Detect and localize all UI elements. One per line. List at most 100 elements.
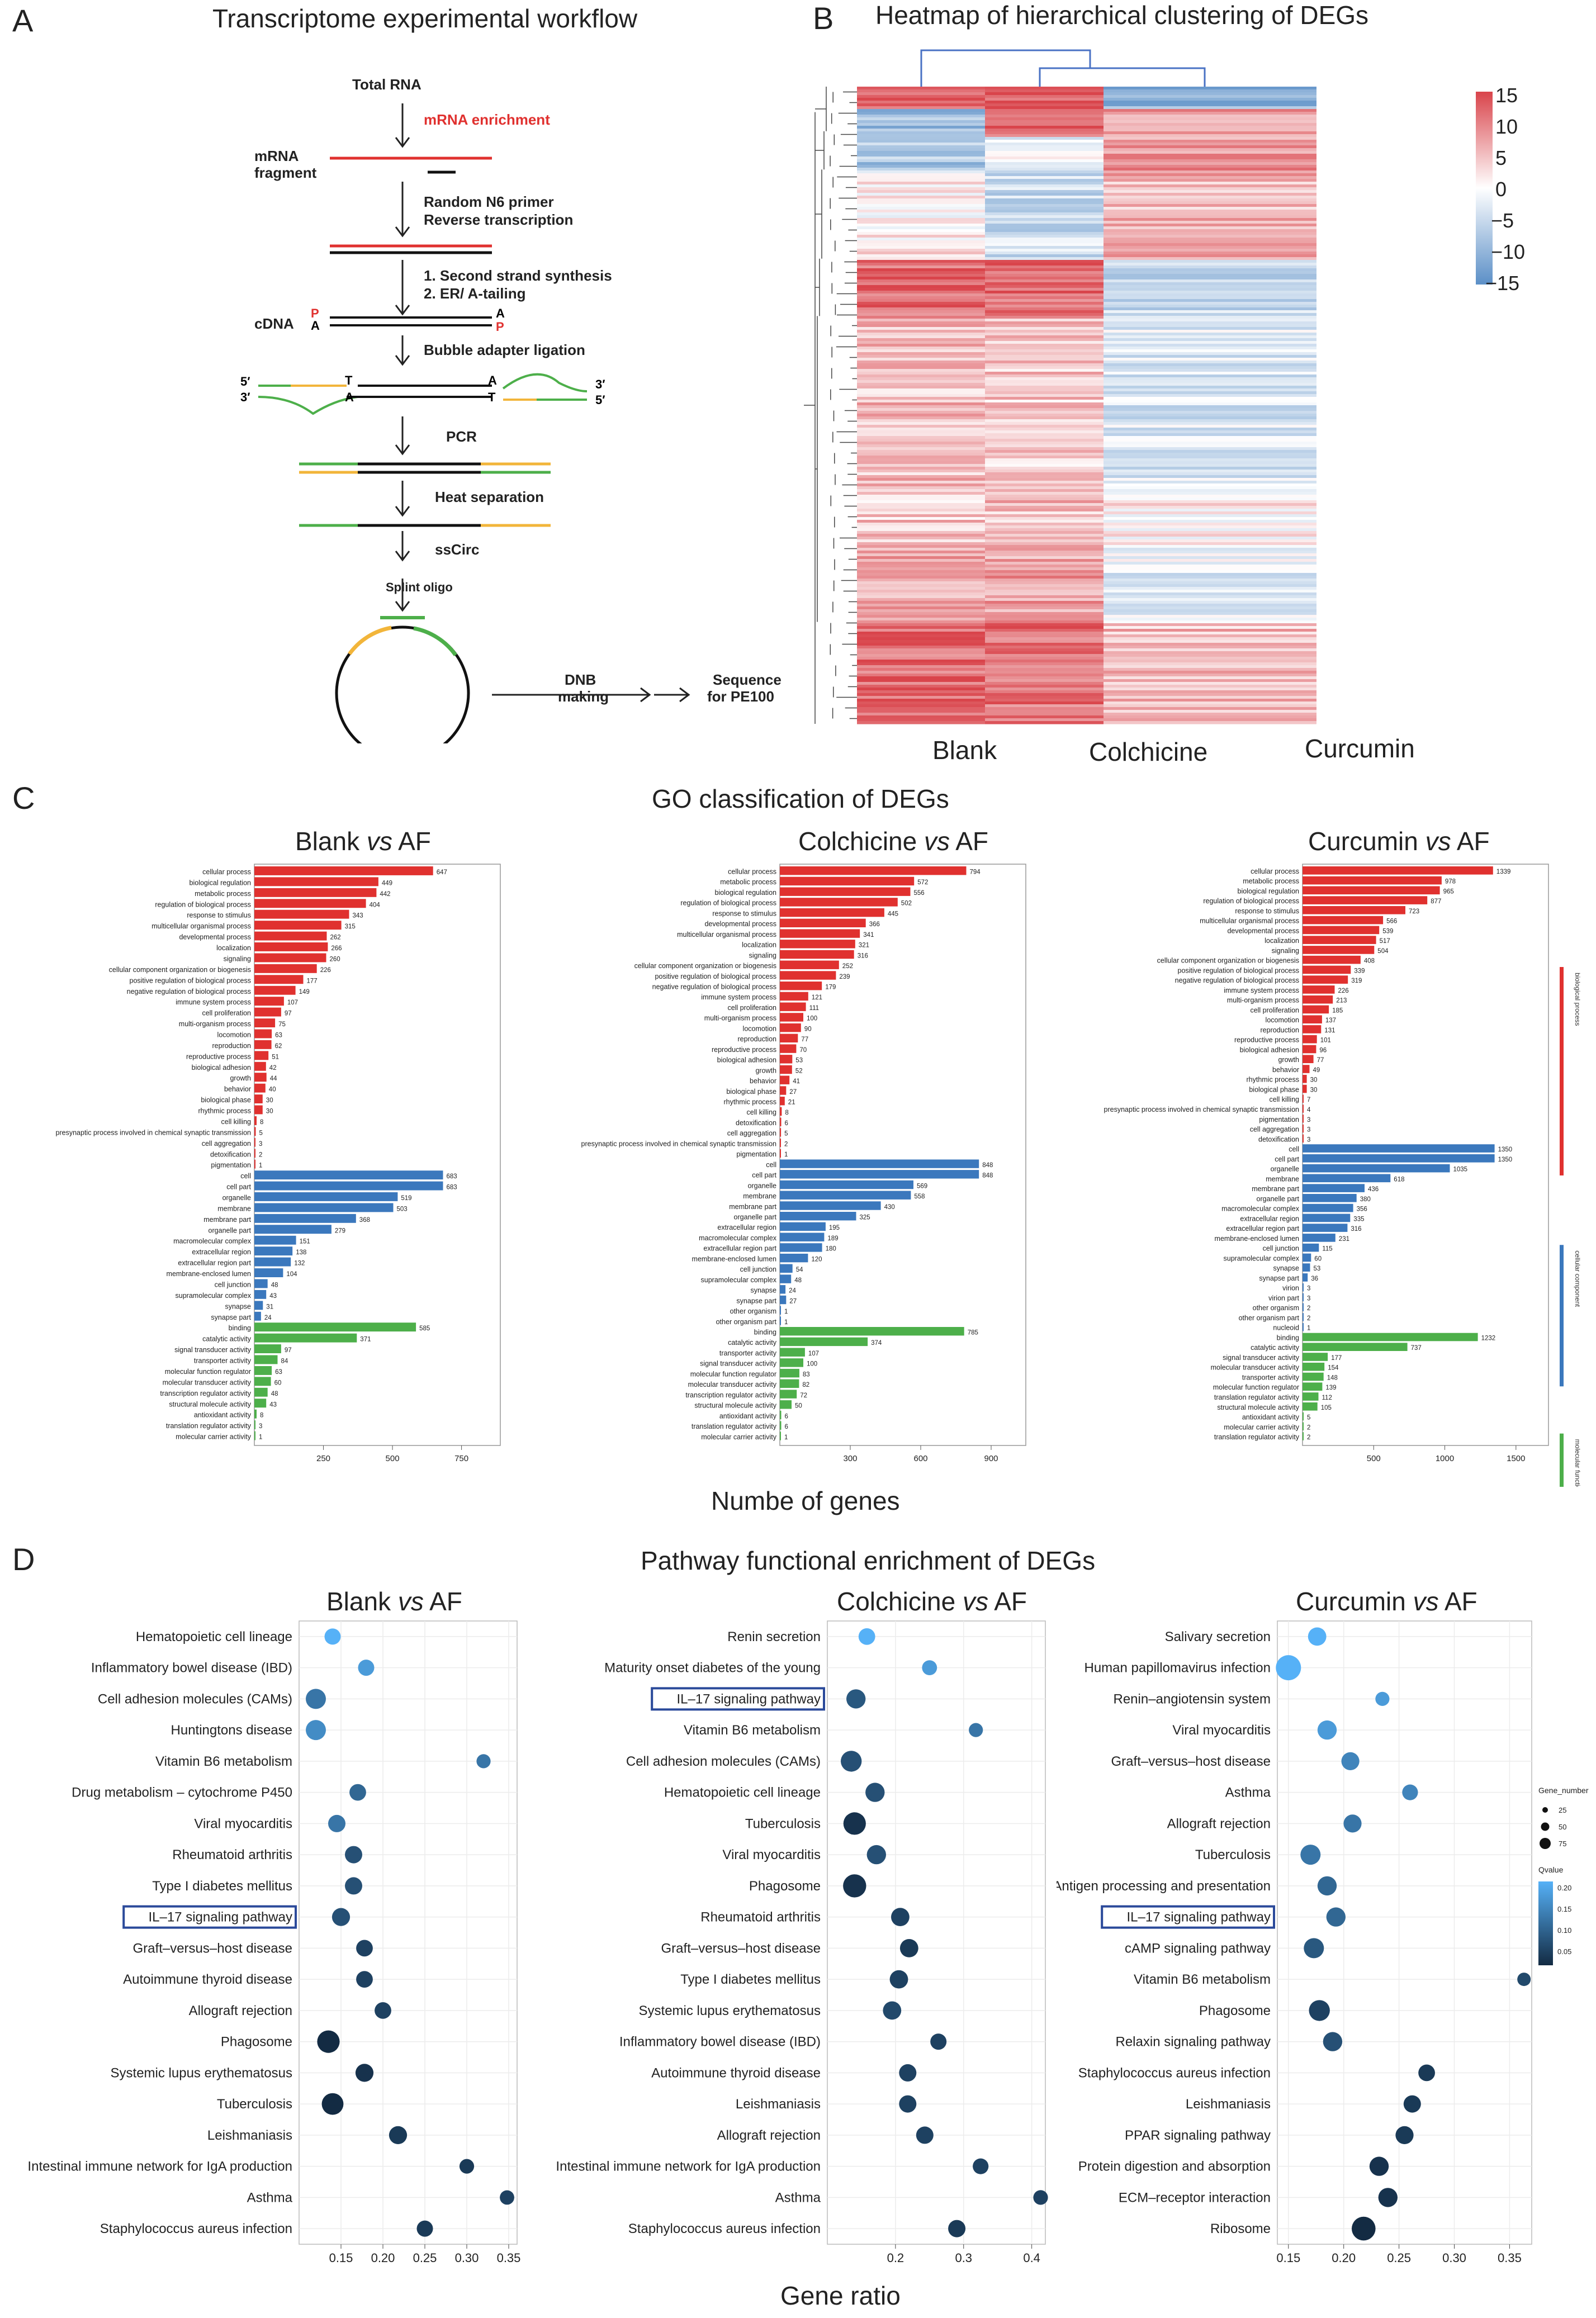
- go-term-label: nucleoid: [1273, 1324, 1299, 1332]
- heatmap-cell: [857, 470, 985, 473]
- go-bar: [254, 1387, 268, 1397]
- heatmap-cell: [985, 715, 1104, 719]
- heatmap-cell: [1104, 690, 1316, 694]
- go-value-label: 442: [380, 891, 390, 898]
- pathway-chart-title-a: Colchicine: [837, 1587, 963, 1616]
- go-term-label: response to stimulus: [712, 909, 776, 917]
- heatmap-cell: [1104, 363, 1316, 367]
- legend-size-dot: [1542, 1807, 1548, 1813]
- heatmap-cell: [857, 87, 985, 90]
- heatmap-cell: [1104, 606, 1316, 610]
- heatmap-cell: [1104, 271, 1316, 274]
- go-bar: [780, 1097, 785, 1106]
- heatmap-cell: [1104, 101, 1316, 104]
- go-bar: [1303, 1402, 1318, 1411]
- pathway-term-label: Systemic lupus erythematosus: [639, 2003, 821, 2018]
- go-bar: [254, 877, 378, 887]
- pathway-dot: [476, 1754, 491, 1769]
- mrna-enrichment-label: mRNA enrichment: [424, 111, 550, 128]
- go-value-label: 63: [275, 1369, 282, 1376]
- heatmap-cell: [857, 352, 985, 355]
- heatmap-cell: [857, 254, 985, 258]
- go-plot-frame: [254, 864, 501, 1446]
- heatmap-cell: [1104, 634, 1316, 638]
- pathway-term-label: Antigen processing and presentation: [1057, 1879, 1271, 1894]
- heatmap-cell: [985, 456, 1104, 459]
- heatmap-cell: [985, 654, 1104, 657]
- go-term-label: reproductive process: [186, 1053, 251, 1060]
- go-chart-title-vs: vs: [366, 827, 392, 856]
- heatmap-cell: [1104, 503, 1316, 506]
- heatmap-cell: [857, 701, 985, 705]
- go-bar: [1303, 1144, 1495, 1153]
- heatmap-cell: [857, 685, 985, 688]
- legend-color-label: 0.10: [1557, 1926, 1571, 1935]
- go-bar: [254, 1170, 443, 1180]
- go-value-label: 371: [360, 1336, 371, 1343]
- pathway-dot: [841, 1751, 862, 1772]
- go-term-label: molecular carrier activity: [701, 1433, 777, 1441]
- go-term-label: pigmentation: [1259, 1116, 1299, 1124]
- panel-letter-d: D: [12, 1542, 35, 1577]
- reverse-transcription-label: Reverse transcription: [424, 211, 573, 228]
- go-term-label: cellular component organization or bioge…: [109, 966, 251, 974]
- heatmap-cell: [1104, 598, 1316, 601]
- pathway-chart-title-vs: vs: [1413, 1587, 1439, 1616]
- pathway-x-tick-label: 0.25: [413, 2251, 437, 2265]
- heatmap-cell: [1104, 182, 1316, 185]
- pathway-term-label: Cell adhesion molecules (CAMs): [626, 1754, 821, 1769]
- go-value-label: 262: [330, 935, 341, 941]
- go-value-label: 60: [1314, 1255, 1322, 1262]
- heatmap-cell: [1104, 369, 1316, 372]
- pathway-dot: [345, 1877, 362, 1895]
- go-value-label: 315: [345, 923, 356, 930]
- pathway-term-label: Salivary secretion: [1165, 1629, 1271, 1644]
- heatmap-cell: [985, 601, 1104, 604]
- go-term-label: behavior: [1272, 1066, 1299, 1074]
- go-term-label: cellular component organization or bioge…: [1157, 957, 1299, 965]
- pathway-term-label: Viral myocarditis: [194, 1816, 292, 1831]
- go-term-label: cell killing: [747, 1108, 777, 1116]
- heatmap-cell: [857, 383, 985, 386]
- heatmap-cell: [985, 310, 1104, 314]
- heatmap-cell: [985, 576, 1104, 579]
- heatmap-cell: [1104, 562, 1316, 565]
- go-x-tick-label: 1500: [1507, 1454, 1525, 1463]
- heatmap-cell: [1104, 140, 1316, 143]
- heatmap-cell: [1104, 609, 1316, 613]
- go-value-label: 1: [1307, 1325, 1310, 1332]
- heatmap-cell: [1104, 615, 1316, 618]
- go-bar: [780, 1044, 797, 1053]
- legend-tick: −10: [1491, 240, 1526, 263]
- pathway-term-label: Phagosome: [221, 2035, 292, 2050]
- go-value-label: 8: [260, 1119, 263, 1126]
- go-bar: [254, 1040, 272, 1049]
- heatmap-cell: [1104, 430, 1316, 434]
- go-term-label: signal transducer activity: [700, 1360, 777, 1368]
- heatmap-cell: [857, 324, 985, 328]
- heatmap-cell: [857, 176, 985, 179]
- heatmap-cell: [857, 668, 985, 671]
- heatmap-cell: [857, 643, 985, 646]
- pathway-dot: [899, 1939, 918, 1957]
- heatmap-cell: [857, 388, 985, 392]
- heatmap-cell: [1104, 377, 1316, 381]
- go-term-label: molecular transducer activity: [688, 1381, 777, 1388]
- go-bar: [1303, 1333, 1478, 1341]
- heatmap-cell: [985, 92, 1104, 96]
- go-bar: [780, 929, 860, 938]
- heatmap-cell: [985, 676, 1104, 680]
- heatmap-cell: [857, 545, 985, 548]
- go-bar: [1303, 1303, 1304, 1311]
- pathway-term-label: Type I diabetes mellitus: [152, 1879, 292, 1894]
- heatmap-cell: [857, 355, 985, 358]
- pathway-dot: [843, 1812, 866, 1835]
- pathway-dot: [328, 1814, 345, 1832]
- heatmap-cell: [1104, 324, 1316, 328]
- go-term-label: locomotion: [1266, 1016, 1299, 1024]
- heatmap-cell: [985, 246, 1104, 249]
- heatmap-cell: [1104, 592, 1316, 596]
- splint-oligo-label: Splint oligo: [386, 580, 453, 594]
- go-value-label: 131: [1324, 1027, 1335, 1034]
